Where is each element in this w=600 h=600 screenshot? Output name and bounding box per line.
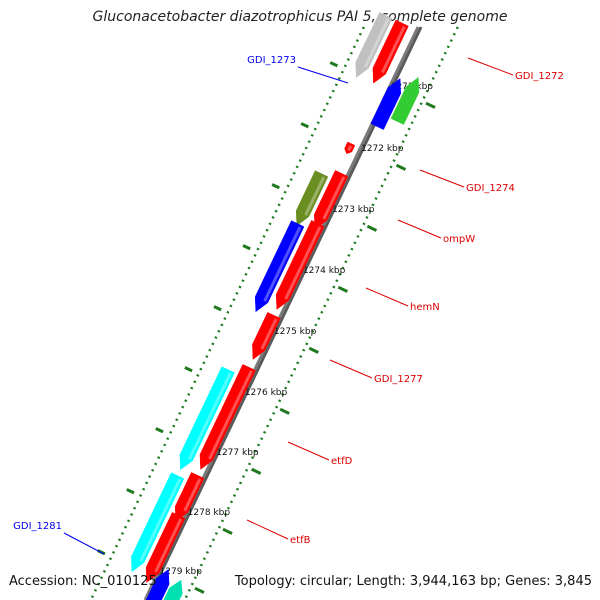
scale-tick: [194, 586, 205, 594]
gene-arrow-highlight: [284, 226, 322, 300]
gene-arrow-highlight: [154, 518, 183, 573]
gene-leader-line: [397, 219, 442, 239]
outer-tick: [126, 488, 135, 495]
gene-arrow-highlight: [381, 25, 406, 74]
gene-leader-line: [287, 441, 330, 461]
gene-arrow-highlight: [260, 318, 278, 350]
scale-label: 1272 kbp: [361, 144, 404, 154]
gene-leader-line: [63, 532, 105, 555]
gene-arrow[interactable]: [370, 78, 401, 130]
gene-label-etfb[interactable]: etfB: [290, 535, 311, 546]
scale-label: 1274 kbp: [303, 266, 346, 276]
gene-leader-line: [297, 66, 349, 84]
gene-arrow-highlight: [363, 18, 390, 68]
gene-label-gdi_1274[interactable]: GDI_1274: [466, 183, 515, 194]
scale-tick: [279, 407, 290, 415]
gene-arrow[interactable]: [145, 568, 170, 600]
outer-tick: [213, 305, 222, 312]
scale-tick: [337, 285, 349, 293]
scale-label: 1277 kbp: [216, 448, 259, 458]
gene-arrow-highlight: [263, 226, 302, 302]
scale-label: 1275 kbp: [274, 327, 317, 337]
gene-leader-line: [329, 359, 373, 379]
gene-label-gdi_1273[interactable]: GDI_1273: [247, 55, 296, 66]
gene-arrow-gdi_1281[interactable]: [160, 579, 183, 600]
outer-tick: [329, 61, 339, 68]
scale-tick: [366, 224, 378, 232]
gene-label-gdi_1272[interactable]: GDI_1272: [515, 71, 564, 82]
gene-label-hemn[interactable]: hemN: [410, 302, 440, 313]
gene-leader-line: [365, 287, 409, 307]
gene-leader-line: [419, 169, 465, 188]
outer-tick: [155, 427, 164, 434]
scale-label: 1278 kbp: [188, 508, 231, 518]
scale-tick: [250, 467, 262, 475]
gene-arrow-highlight: [208, 370, 253, 460]
accession-text: Accession: NC_010125: [9, 574, 157, 589]
gene-label-etfd[interactable]: etfD: [331, 456, 353, 467]
gene-leader-line: [246, 519, 289, 540]
scale-tick: [222, 527, 233, 535]
scale-label: 1276 kbp: [245, 388, 288, 398]
gene-arrow-highlight: [347, 145, 353, 152]
gene-arrow-highlight: [322, 176, 346, 220]
gene-label-ompw[interactable]: ompW: [443, 234, 475, 245]
gene-arrow-highlight: [304, 176, 326, 216]
gene-arrow-highlight: [183, 478, 202, 512]
outer-tick: [271, 183, 280, 190]
gene-leader-line: [467, 57, 514, 76]
topology-text: Topology: circular; Length: 3,944,163 bp…: [234, 574, 592, 589]
scale-label: 1279 kbp: [160, 567, 203, 577]
inner-dotted-ring: [183, 26, 459, 600]
gene-arrow-gdi_1273[interactable]: [390, 77, 420, 125]
gene-label-gdi_1281[interactable]: GDI_1281: [13, 521, 62, 532]
map-title: Gluconacetobacter diazotrophicus PAI 5, …: [92, 9, 508, 25]
outer-dotted-ring: [89, 26, 365, 600]
scale-tick: [308, 346, 319, 354]
gene-arrow-highlight: [188, 372, 232, 460]
gene-label-gdi_1277[interactable]: GDI_1277: [374, 374, 423, 385]
outer-tick: [300, 122, 310, 129]
scale-label: 1273 kbp: [332, 205, 375, 215]
gene-arrow-highlight: [139, 478, 182, 562]
scale-tick: [395, 163, 407, 171]
outer-tick: [184, 366, 193, 373]
outer-tick: [242, 244, 251, 251]
scale-tick: [425, 101, 436, 109]
